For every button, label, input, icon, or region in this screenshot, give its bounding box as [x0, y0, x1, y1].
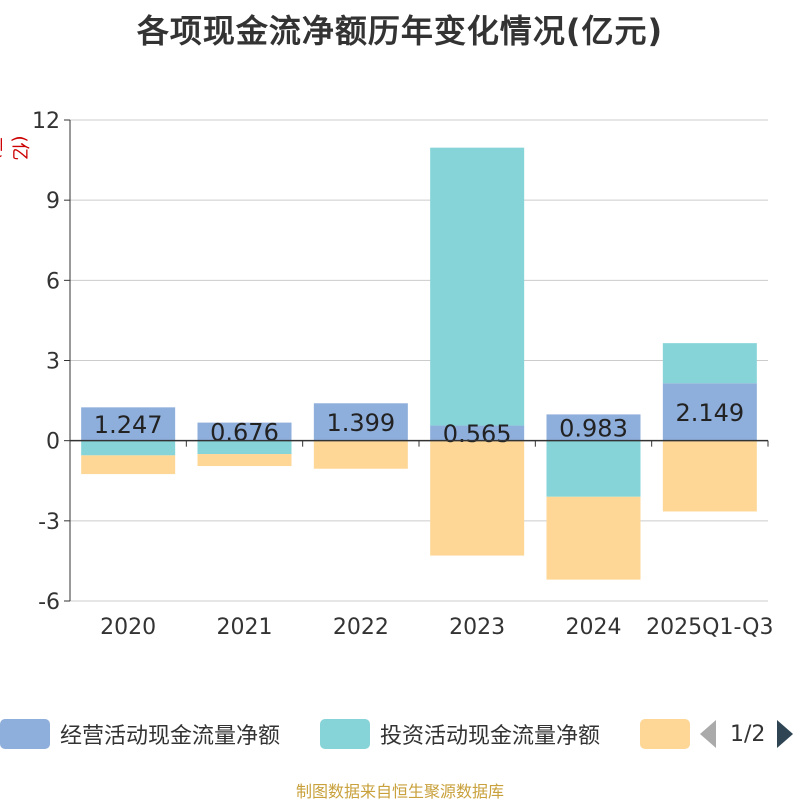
- legend-label-operating: 经营活动现金流量净额: [60, 724, 281, 749]
- chart-plot-area: 12 9 6 3 0 -3 -6 1.247 0.676 1.399 0.565 0.983 2.149…: [32, 109, 774, 640]
- data-source-note: 制图数据来自恒生聚源数据库: [295, 782, 504, 801]
- x-tick-label: 2023: [449, 615, 505, 640]
- bar-series1-2025Q1-Q3: [662, 343, 757, 384]
- x-tick-label: 2020: [100, 615, 156, 640]
- legend-label-investing: 投资活动现金流量净额: [380, 724, 601, 749]
- y-tick-label: -6: [38, 590, 60, 615]
- data-label-operating: 0.676: [210, 419, 279, 447]
- bar-series0-2021: [197, 422, 292, 441]
- bar-series0-2023: [430, 425, 525, 441]
- bar-series2-2022: [313, 440, 408, 469]
- bar-series1-2020: [81, 440, 176, 456]
- legend-page-indicator: 1/2: [730, 721, 766, 747]
- legend-swatch-financing: [640, 719, 690, 749]
- bar-series0-2022: [313, 403, 408, 441]
- legend-swatch-investing: [320, 719, 370, 749]
- y-tick-label: 0: [46, 430, 60, 455]
- bar-series2-2020: [81, 455, 176, 475]
- y-tick-label: -3: [38, 510, 60, 535]
- x-tick-label: 2021: [217, 615, 273, 640]
- y-tick-label: 9: [46, 189, 60, 214]
- data-label-operating: 1.399: [326, 409, 395, 437]
- legend-swatch-operating: [0, 719, 50, 749]
- bar-series0-2020: [81, 407, 176, 441]
- bar-series0-2025Q1-Q3: [662, 383, 757, 441]
- data-label-operating: 2.149: [675, 399, 744, 427]
- legend: 经营活动现金流量净额 投资活动现金流量净额 1/2: [0, 716, 800, 752]
- bar-series2-2023: [430, 440, 525, 556]
- bar-series0-2024: [546, 414, 641, 441]
- legend-item-financing[interactable]: [640, 716, 690, 752]
- y-tick-label: 3: [46, 350, 60, 375]
- legend-next-arrow-icon[interactable]: [777, 720, 794, 748]
- bar-series2-2021: [197, 454, 292, 467]
- data-label-operating: 0.983: [559, 415, 628, 443]
- chart-title: 各项现金流净额历年变化情况(亿元): [136, 12, 664, 50]
- bar-series1-2021: [197, 440, 292, 455]
- bar-series2-2025Q1-Q3: [662, 440, 757, 512]
- x-tick-label: 2022: [333, 615, 389, 640]
- legend-item-investing[interactable]: 投资活动现金流量净额: [320, 716, 600, 752]
- x-tick-label: 2024: [566, 615, 622, 640]
- bar-series2-2024: [546, 496, 641, 580]
- bar-series1-2023: [430, 147, 525, 426]
- data-label-operating: 1.247: [94, 411, 163, 439]
- y-tick-label: 12: [32, 109, 60, 134]
- legend-pager: 1/2: [700, 716, 794, 752]
- data-label-operating: 0.565: [443, 420, 512, 448]
- bar-series1-2024: [546, 440, 641, 497]
- y-tick-label: 6: [46, 269, 60, 294]
- x-tick-label: 2025Q1-Q3: [646, 615, 773, 640]
- legend-prev-arrow-icon[interactable]: [700, 720, 716, 748]
- legend-item-operating[interactable]: 经营活动现金流量净额: [0, 716, 280, 752]
